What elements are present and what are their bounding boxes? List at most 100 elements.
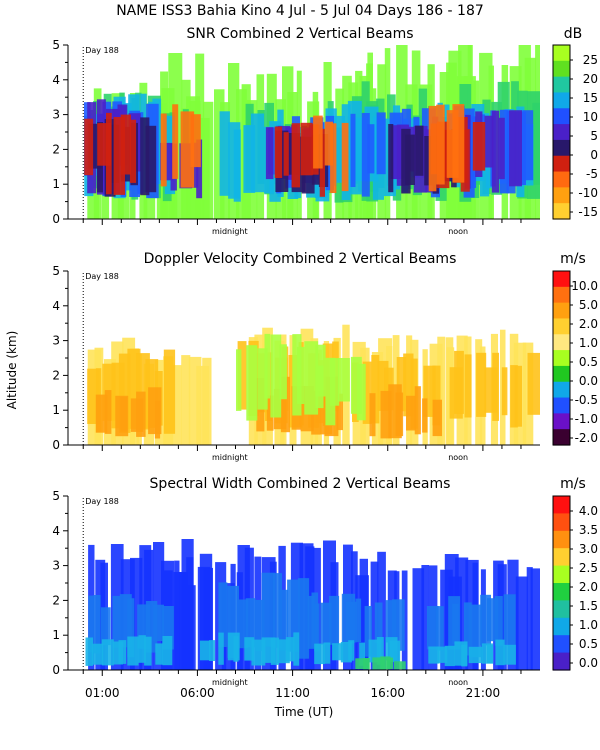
heatmap-cell [463,602,472,656]
colorbar-tick-label: 2.5 [579,561,598,575]
heatmap-cell [261,572,275,647]
heatmap-cell [199,640,211,661]
heatmap-cell [202,357,212,445]
heatmap-cell [461,644,468,667]
y-tick-label: 5 [52,38,60,52]
heatmap-cell [236,349,242,411]
colorbar-swatch [553,302,570,320]
heatmap-cell [522,110,534,181]
heatmap-cell [346,601,357,643]
heatmap-cell [171,365,182,445]
heatmap-cell [93,595,101,654]
heatmap-cell [244,637,255,661]
colorbar-tick-label: 10.0 [571,279,598,293]
heatmap-cell [454,350,464,414]
heatmap-cell [203,567,213,670]
heatmap-cell [202,101,214,219]
heatmap-cell [300,122,313,176]
heatmap-cell [369,393,376,437]
heatmap-cell [245,598,256,648]
heatmap-cell [435,606,444,651]
colorbar-swatch [553,565,570,584]
y-tick-label: 0 [52,438,60,452]
colorbar-swatch [553,187,570,204]
colorbar-swatch [553,429,570,446]
heatmap-cell [340,642,352,663]
heatmap-cell [320,602,332,645]
heatmap-cell [246,345,258,421]
heatmap-cell [181,355,191,445]
y-tick-label: 3 [52,559,60,573]
heatmap-cell [304,341,319,415]
heatmap-cell [503,594,516,646]
colorbar-tick-label: 1.0 [579,336,598,350]
colorbar-tick-label: 15 [583,91,598,105]
heatmap-cell [118,640,127,664]
heatmap-cell [238,599,249,649]
heatmap-cell [144,636,152,666]
heatmap-cell [437,336,446,445]
heatmap-cell [153,604,164,641]
time-annotation-label: noon [448,678,468,687]
heatmap-cell [415,125,424,176]
heatmap-cell [314,643,325,665]
heatmap-cell [243,125,256,193]
heatmap-cell [279,344,287,400]
heatmap-cell [503,644,516,665]
heatmap-cell [359,558,368,670]
heatmap-cell [291,123,301,188]
heatmap-cell [280,376,290,433]
heatmap-cell [179,572,189,670]
heatmap-cell [106,112,112,195]
x-tick-label: 01:00 [85,686,120,700]
colorbar-tick-label: -0.5 [575,393,598,407]
heatmap-cell [172,104,179,179]
heatmap-cell [484,115,494,168]
x-axis-label: Time (UT) [274,705,334,719]
heatmap-cell [361,113,370,197]
heatmap-cell [338,358,350,402]
heatmap-cell [501,367,508,416]
heatmap-cell [380,656,391,670]
heatmap-cell [104,390,112,434]
colorbar-swatch [553,496,570,514]
heatmap-cell [307,595,315,649]
colorbar-swatch [553,124,570,141]
colorbar-swatch [553,413,570,430]
colorbar-swatch [553,139,570,157]
panel-spectral-width-axes: 0 1 2 3 4 5 Day 188 midnight noon 01:00 06:00 11:00… [52,489,540,700]
panel-spectral-width-title: Spectral Width Combined 2 Vertical Beams [150,476,451,492]
x-tick-label: 16:00 [370,686,405,700]
heatmap-cell [323,642,331,664]
colorbar-swatch [553,350,570,367]
heatmap-cell [250,113,265,193]
heatmap-cell [377,360,389,411]
heatmap-cell [274,126,283,178]
y-tick-label: 5 [52,264,60,278]
panel-spectral-width-heatmap [85,539,540,670]
panel-doppler-unit: m/s [560,251,586,267]
heatmap-cell [332,643,344,661]
colorbar-swatch [553,365,570,383]
heatmap-cell [265,127,274,180]
day-marker-label: Day 188 [85,46,119,55]
heatmap-cell [324,121,333,166]
colorbar-swatch [553,318,570,335]
heatmap-cell [120,114,131,175]
y-tick-label: 3 [52,334,60,348]
colorbar-tick-label: 0.5 [579,637,598,651]
panel-snr-heatmap [84,45,540,219]
panel-snr-title: SNR Combined 2 Vertical Beams [186,26,413,42]
heatmap-cell [264,333,271,399]
colorbar-tick-label: 0.5 [579,355,598,369]
colorbar-frame [552,270,571,446]
heatmap-cell [426,606,439,650]
colorbar-tick-label: 4.0 [579,504,598,518]
heatmap-cell [112,595,120,648]
heatmap-cell [160,113,167,187]
colorbar-swatch [553,548,570,567]
heatmap-cell [395,392,404,437]
colorbar-tick-label: 5.0 [579,298,598,312]
heatmap-cell [514,365,522,427]
